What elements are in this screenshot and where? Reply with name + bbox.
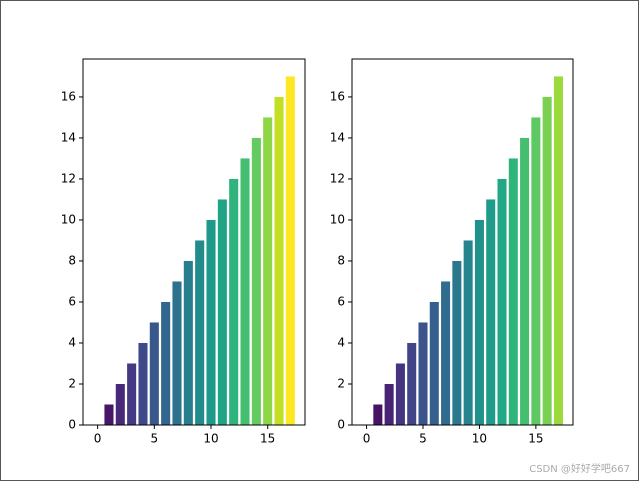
bar xyxy=(441,281,451,425)
y-tick-label: 8 xyxy=(68,253,76,267)
bar xyxy=(395,363,405,425)
bar xyxy=(531,117,541,425)
x-tick-label: 0 xyxy=(94,432,102,446)
y-tick-label: 12 xyxy=(61,171,76,185)
bar xyxy=(104,404,114,425)
bar xyxy=(251,137,261,426)
y-tick-label: 2 xyxy=(68,376,76,390)
bar xyxy=(149,322,159,425)
y-tick-label: 16 xyxy=(61,89,76,103)
bar xyxy=(463,240,473,425)
y-tick-label: 8 xyxy=(337,253,345,267)
axes-frame xyxy=(82,58,306,426)
x-tick-label: 10 xyxy=(472,432,487,446)
x-tick-label: 15 xyxy=(528,432,543,446)
bar xyxy=(206,219,216,425)
bar xyxy=(542,96,552,425)
bar xyxy=(486,199,496,425)
y-tick-label: 10 xyxy=(61,212,76,226)
bar xyxy=(429,301,439,425)
y-tick-label: 0 xyxy=(68,418,76,432)
y-tick-label: 6 xyxy=(337,294,345,308)
bar xyxy=(195,240,205,425)
y-tick-label: 16 xyxy=(330,89,345,103)
x-tick-label: 5 xyxy=(150,432,158,446)
bar xyxy=(508,158,518,425)
bar xyxy=(263,117,273,425)
bar xyxy=(115,383,125,425)
watermark: CSDN @好好学吧667 xyxy=(529,462,630,475)
x-tick-label: 5 xyxy=(419,432,427,446)
bar xyxy=(520,137,530,426)
bar xyxy=(274,96,284,425)
y-tick-label: 0 xyxy=(337,418,345,432)
y-tick-label: 10 xyxy=(330,212,345,226)
bar xyxy=(474,219,484,425)
bar xyxy=(497,178,507,425)
y-tick-label: 6 xyxy=(68,294,76,308)
bar xyxy=(285,76,295,425)
y-tick-label: 4 xyxy=(337,335,345,349)
bar xyxy=(407,342,417,425)
bar xyxy=(240,158,250,425)
bar xyxy=(183,260,193,425)
bar xyxy=(127,363,137,425)
bar xyxy=(373,404,383,425)
y-tick-label: 2 xyxy=(337,376,345,390)
bar xyxy=(452,260,462,425)
bar xyxy=(138,342,148,425)
bar xyxy=(229,178,239,425)
x-tick-label: 15 xyxy=(260,432,275,446)
bar xyxy=(553,76,563,425)
bar xyxy=(217,199,227,425)
axes-frame xyxy=(351,58,574,426)
x-tick-label: 0 xyxy=(363,432,371,446)
y-tick-label: 14 xyxy=(61,130,76,144)
y-tick-label: 14 xyxy=(330,130,345,144)
bar xyxy=(418,322,428,425)
bar xyxy=(384,383,394,425)
bar xyxy=(161,301,171,425)
y-tick-label: 12 xyxy=(330,171,345,185)
x-tick-label: 10 xyxy=(203,432,218,446)
bar xyxy=(172,281,182,425)
y-tick-label: 4 xyxy=(68,335,76,349)
